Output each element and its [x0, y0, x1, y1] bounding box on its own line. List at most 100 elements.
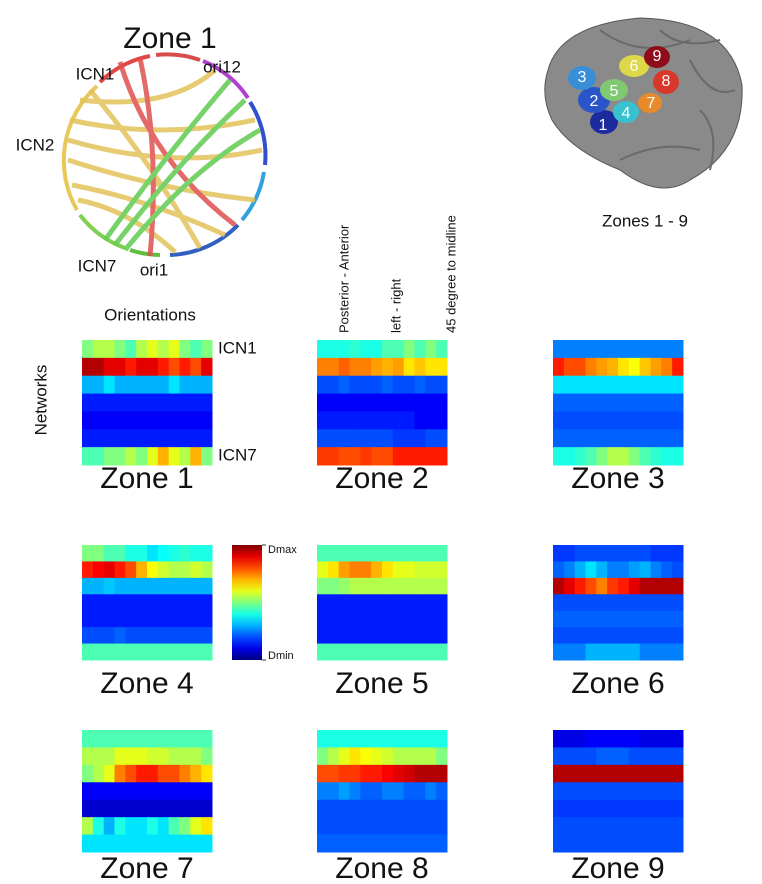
heatmap-cell: [371, 411, 382, 429]
heatmap-cell: [82, 394, 93, 412]
heatmap-cell: [136, 627, 147, 644]
heatmap-cell: [553, 835, 564, 853]
heatmap-cell: [350, 594, 361, 611]
heatmap-cell: [371, 800, 382, 818]
heatmap-cell: [147, 835, 158, 853]
heatmap-cell: [82, 545, 93, 562]
heatmap-cell: [317, 376, 328, 394]
heatmap-cell: [201, 627, 212, 644]
heatmap-cell: [640, 578, 651, 595]
heatmap-cell: [82, 578, 93, 595]
heatmap-cell: [629, 545, 640, 562]
heatmap-cell: [104, 594, 115, 611]
heatmap-cell: [393, 782, 404, 800]
heatmap-cell: [382, 578, 393, 595]
heatmap-cell: [661, 611, 672, 628]
chord-label: ori12: [203, 57, 241, 76]
heatmap-cell: [201, 340, 212, 358]
heatmap-cell: [147, 429, 158, 447]
heatmap-cell: [180, 578, 191, 595]
heatmap-cell: [339, 644, 350, 661]
heatmap-cell: [651, 411, 662, 429]
heatmap-cell: [115, 561, 126, 578]
heatmap-cell: [328, 561, 339, 578]
heatmap-cell: [393, 817, 404, 835]
heatmap-cell: [415, 765, 426, 783]
heatmap-cell: [618, 782, 629, 800]
heatmap-cell: [661, 561, 672, 578]
column-annotation: left - right: [388, 278, 403, 333]
heatmap-cell: [339, 358, 350, 376]
heatmap-cell: [371, 835, 382, 853]
heatmap-cell: [115, 730, 126, 748]
heatmap-cell: [415, 429, 426, 447]
heatmap-cell: [382, 429, 393, 447]
heatmap-cell: [596, 411, 607, 429]
heatmap-cell: [553, 411, 564, 429]
heatmap-cell: [115, 765, 126, 783]
heatmap-cell: [180, 376, 191, 394]
heatmap-cell: [415, 817, 426, 835]
heatmap-cell: [201, 358, 212, 376]
heatmap-cell: [158, 644, 169, 661]
heatmap-cell: [104, 545, 115, 562]
heatmap-cell: [317, 644, 328, 661]
heatmap-cell: [147, 358, 158, 376]
heatmap-cell: [618, 627, 629, 644]
heatmap-cell: [586, 817, 597, 835]
heatmap-cell: [564, 394, 575, 412]
heatmap-cell: [404, 358, 415, 376]
heatmap-cell: [158, 800, 169, 818]
panel-title: Zone 4: [100, 667, 193, 700]
heatmap-cell: [651, 835, 662, 853]
heatmap-cell: [404, 561, 415, 578]
heatmap-cell: [553, 817, 564, 835]
heatmap-cell: [425, 611, 436, 628]
heatmap-cell: [415, 340, 426, 358]
heatmap-cell: [201, 594, 212, 611]
heatmap-cell: [553, 627, 564, 644]
heatmap-cell: [404, 800, 415, 818]
heatmap-cell: [393, 594, 404, 611]
heatmap-cell: [339, 561, 350, 578]
heatmap-cell: [104, 747, 115, 765]
heatmap-cell: [93, 730, 104, 748]
heatmap-cell: [640, 627, 651, 644]
heatmap-cell: [350, 800, 361, 818]
heatmap-cell: [169, 545, 180, 562]
heatmap-cell: [553, 578, 564, 595]
heatmap-cell: [201, 394, 212, 412]
heatmap-cell: [651, 730, 662, 748]
heatmap-cell: [136, 358, 147, 376]
heatmap-cell: [382, 730, 393, 748]
heatmap-cell: [350, 747, 361, 765]
heatmap-cell: [104, 561, 115, 578]
heatmap-cell: [672, 429, 683, 447]
heatmap-cell: [125, 545, 136, 562]
heatmap-cell: [317, 747, 328, 765]
heatmap-cell: [651, 358, 662, 376]
panel-title: Zone 9: [571, 852, 664, 884]
heatmap-cell: [147, 730, 158, 748]
heatmap-cell: [640, 817, 651, 835]
heatmap-cell: [553, 394, 564, 412]
panel-title: Zone 2: [335, 462, 428, 495]
heatmap-cell: [125, 611, 136, 628]
figure: Zone 1 ICN1 ori12 ICN2 ICN7 ori1 1 2 3 4…: [0, 0, 762, 884]
heatmap-cell: [629, 817, 640, 835]
heatmap-cell: [317, 730, 328, 748]
heatmap-cell: [425, 644, 436, 661]
heatmap-cell: [607, 627, 618, 644]
heatmap-cell: [629, 747, 640, 765]
heatmap-cell: [618, 594, 629, 611]
heatmap-cell: [651, 644, 662, 661]
heatmap-cell: [147, 747, 158, 765]
heatmap-cell: [607, 765, 618, 783]
zone-number: 6: [630, 58, 639, 75]
heatmap-cell: [350, 611, 361, 628]
heatmap-cell: [415, 545, 426, 562]
heatmap-cell: [201, 800, 212, 818]
heatmap-cell: [93, 817, 104, 835]
heatmap-cell: [104, 627, 115, 644]
heatmap-cell: [382, 817, 393, 835]
